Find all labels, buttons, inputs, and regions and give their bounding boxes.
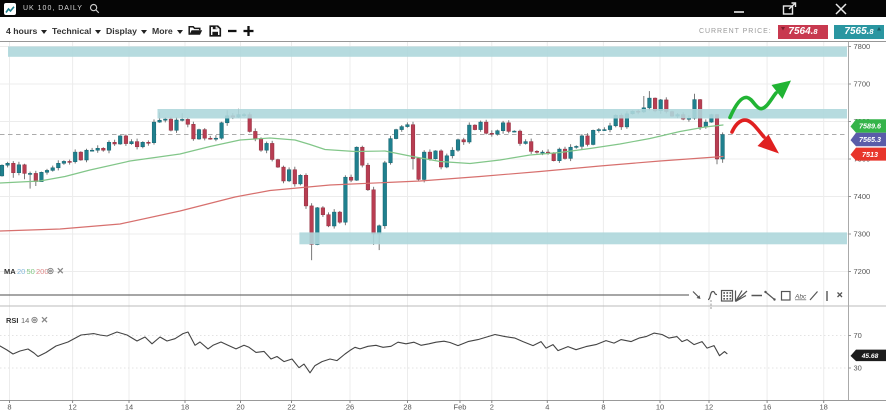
svg-text:MA: MA — [4, 267, 16, 276]
svg-text:20: 20 — [17, 267, 25, 276]
svg-text:12: 12 — [68, 403, 76, 411]
svg-text:7589.6: 7589.6 — [859, 122, 882, 131]
svg-text:Abc: Abc — [794, 294, 807, 301]
svg-text:28: 28 — [403, 403, 411, 411]
svg-text:7700: 7700 — [854, 80, 871, 89]
svg-text:14: 14 — [125, 403, 133, 411]
svg-text:4: 4 — [545, 403, 549, 411]
svg-text:14: 14 — [21, 316, 29, 325]
svg-text:Feb: Feb — [454, 403, 467, 411]
svg-text:16: 16 — [763, 403, 771, 411]
svg-text:7400: 7400 — [854, 192, 871, 201]
svg-text:7200: 7200 — [854, 267, 871, 276]
svg-text:30: 30 — [854, 364, 862, 373]
svg-text:18: 18 — [181, 403, 189, 411]
svg-text:10: 10 — [656, 403, 664, 411]
svg-text:7800: 7800 — [854, 42, 871, 51]
svg-text:22: 22 — [287, 403, 295, 411]
svg-text:7565.3: 7565.3 — [859, 135, 881, 144]
svg-text:20: 20 — [236, 403, 244, 411]
svg-text:2: 2 — [490, 403, 494, 411]
svg-text:200: 200 — [36, 267, 49, 276]
svg-text:45.68: 45.68 — [861, 353, 879, 360]
svg-text:8: 8 — [7, 403, 11, 411]
svg-text:RSI: RSI — [6, 316, 19, 325]
svg-text:70: 70 — [854, 331, 862, 340]
svg-text:7300: 7300 — [854, 230, 871, 239]
svg-text:26: 26 — [346, 403, 354, 411]
svg-text:8: 8 — [601, 403, 605, 411]
svg-text:7513: 7513 — [862, 150, 878, 159]
svg-text:50: 50 — [27, 267, 35, 276]
svg-text:18: 18 — [820, 403, 828, 411]
svg-text:12: 12 — [705, 403, 713, 411]
